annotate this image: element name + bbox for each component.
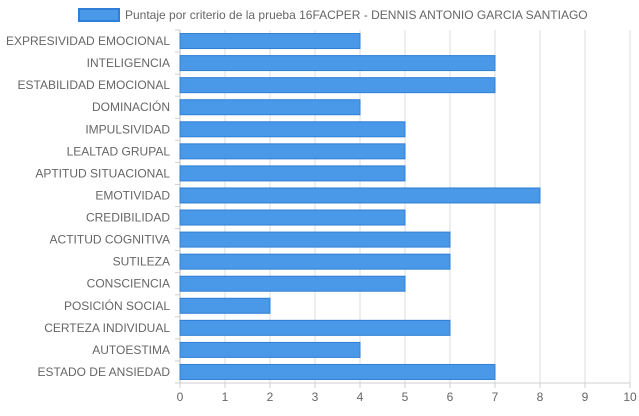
x-tick-label: 3 — [312, 390, 319, 404]
category-label: CERTEZA INDIVIDUAL — [44, 321, 170, 335]
x-tick-label: 8 — [537, 390, 544, 404]
category-label: APTITUD SITUACIONAL — [35, 166, 170, 180]
x-tick-label: 9 — [582, 390, 589, 404]
category-label: IMPULSIVIDAD — [85, 122, 170, 136]
category-label: INTELIGENCIA — [87, 56, 170, 70]
bar — [179, 121, 406, 138]
bar — [179, 297, 271, 314]
x-tick-label: 2 — [267, 390, 274, 404]
bar — [179, 341, 361, 358]
category-label: CONSCIENCIA — [87, 277, 170, 291]
bar — [179, 275, 406, 292]
bar — [179, 55, 496, 72]
bar — [179, 231, 451, 248]
category-label: ESTADO DE ANSIEDAD — [38, 365, 171, 379]
bar — [179, 99, 361, 116]
category-label: EXPRESIVIDAD EMOCIONAL — [6, 34, 170, 48]
bar — [179, 165, 406, 182]
bar — [179, 77, 496, 94]
category-label: ESTABILIDAD EMOCIONAL — [18, 78, 171, 92]
bar — [179, 143, 406, 160]
bar — [179, 33, 361, 50]
x-tick-label: 7 — [492, 390, 499, 404]
bar — [179, 363, 496, 380]
category-label: CREDIBILIDAD — [86, 211, 170, 225]
category-label: AUTOESTIMA — [92, 343, 170, 357]
legend-label: Puntaje por criterio de la prueba 16FACP… — [125, 8, 588, 22]
legend-swatch — [78, 8, 120, 22]
category-label: DOMINACIÓN — [92, 99, 170, 114]
x-tick-label: 5 — [402, 390, 409, 404]
bar — [179, 319, 451, 336]
category-label: LEALTAD GRUPAL — [67, 144, 171, 158]
x-tick-label: 10 — [623, 390, 637, 404]
bar — [179, 253, 451, 270]
x-tick-label: 0 — [177, 390, 184, 404]
x-tick-label: 6 — [447, 390, 454, 404]
bar — [179, 209, 406, 226]
category-label: POSICIÓN SOCIAL — [64, 298, 170, 313]
category-label: SUTILEZA — [113, 255, 170, 269]
category-label: ACTITUD COGNITIVA — [50, 233, 170, 247]
x-tick-label: 1 — [222, 390, 229, 404]
category-label: EMOTIVIDAD — [95, 188, 170, 202]
bar — [179, 187, 541, 204]
x-tick-label: 4 — [357, 390, 364, 404]
